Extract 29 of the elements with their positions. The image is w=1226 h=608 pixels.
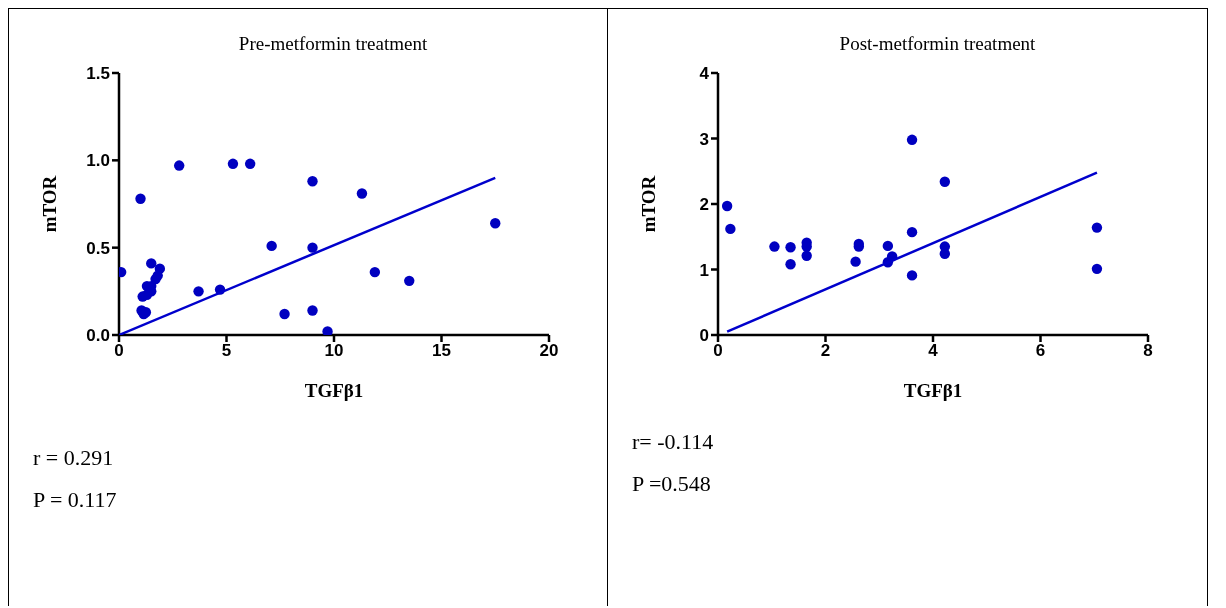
text: r = 0.291 — [33, 445, 115, 471]
y-tick-label: 0 — [699, 326, 709, 346]
y-tick-label: 1.5 — [86, 64, 110, 84]
y-axis-title: mTOR — [637, 175, 659, 233]
text: P = 0.117 — [33, 487, 118, 513]
x-axis-title: TGFβ1 — [304, 380, 364, 401]
x-tick-label: 10 — [324, 341, 344, 361]
y-tick-label: 1 — [699, 260, 709, 280]
x-tick-label: 0 — [713, 341, 723, 361]
y-tick-label: 2 — [699, 195, 709, 215]
y-tick-label: 0.0 — [86, 326, 110, 346]
y-axis-title: mTOR — [38, 175, 60, 233]
x-tick-label: 20 — [539, 341, 559, 361]
x-tick-label: 6 — [1035, 341, 1046, 361]
x-tick-label: 5 — [221, 341, 232, 361]
x-tick-label: 2 — [820, 341, 831, 361]
x-tick-label: 0 — [114, 341, 124, 361]
chart-title: Pre-metformin treatment — [237, 33, 429, 55]
text: r= -0.114 — [632, 429, 715, 455]
text: P =0.548 — [632, 471, 712, 497]
x-tick-label: 8 — [1143, 341, 1153, 361]
x-tick-label: 15 — [432, 341, 451, 361]
x-axis-title: TGFβ1 — [903, 380, 963, 401]
y-tick-label: 3 — [699, 129, 709, 149]
y-tick-label: 1.0 — [86, 151, 110, 171]
chart-title: Post-metformin treatment — [838, 33, 1037, 55]
x-tick-label: 4 — [928, 341, 939, 361]
y-tick-label: 4 — [699, 64, 710, 84]
y-tick-label: 0.5 — [86, 238, 110, 258]
